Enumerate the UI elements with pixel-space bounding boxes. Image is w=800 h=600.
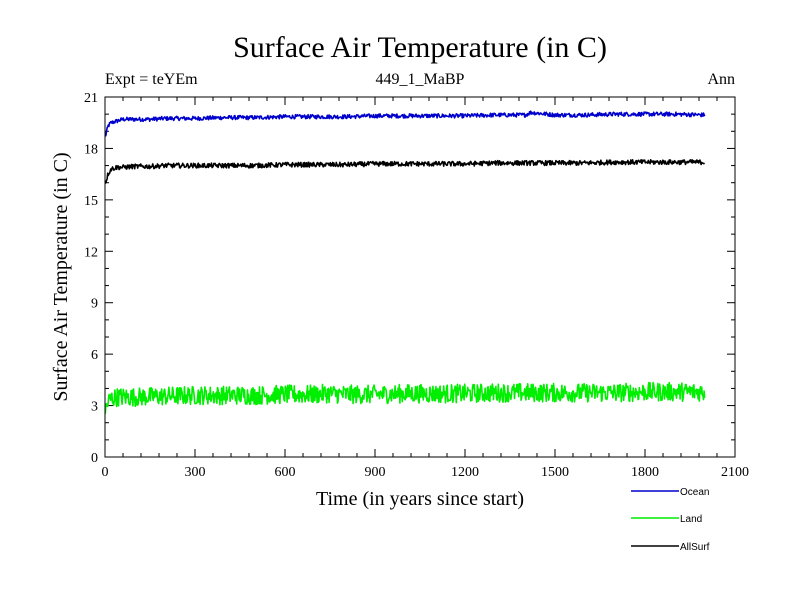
y-tick-label: 3 (91, 400, 98, 415)
x-tick-label: 2100 (721, 465, 749, 480)
legend-label-land: Land (680, 514, 702, 525)
series-line-ocean (104, 110, 706, 137)
x-tick-label: 300 (185, 465, 206, 480)
period-label: Ann (707, 71, 735, 88)
legend-label-ocean: Ocean (680, 487, 709, 498)
x-tick-label: 900 (365, 465, 386, 480)
series-line-land (104, 381, 706, 414)
experiment-label: Expt = teYEm (105, 71, 198, 88)
x-tick-label: 1800 (631, 465, 659, 480)
y-tick-label: 18 (84, 142, 98, 157)
series-layer (104, 110, 706, 414)
y-tick-label: 0 (91, 451, 98, 466)
y-tick-label: 9 (91, 297, 98, 312)
chart-subtitle: 449_1_MaBP (376, 71, 465, 88)
series-line-allsurf (104, 158, 705, 184)
axes: 0 300 600 900 1200 1500 1800 2100 0 3 6 9 12 15 18 21 (84, 91, 749, 480)
y-tick-label: 6 (91, 348, 98, 363)
x-tick-label: 600 (275, 465, 296, 480)
legend: Ocean Land AllSurf (631, 487, 710, 553)
x-tick-label: 1500 (541, 465, 569, 480)
y-tick-label: 12 (84, 245, 98, 260)
x-tick-label: 1200 (451, 465, 479, 480)
y-tick-label: 15 (84, 194, 98, 209)
y-axis-label: Surface Air Temperature (in C) (50, 152, 72, 401)
chart-title: Surface Air Temperature (in C) (233, 31, 607, 64)
y-tick-label: 21 (84, 91, 98, 106)
legend-label-allsurf: AllSurf (680, 542, 710, 553)
x-axis-label: Time (in years since start) (316, 488, 524, 510)
plot-frame (104, 96, 736, 458)
x-tick-label: 0 (102, 465, 109, 480)
